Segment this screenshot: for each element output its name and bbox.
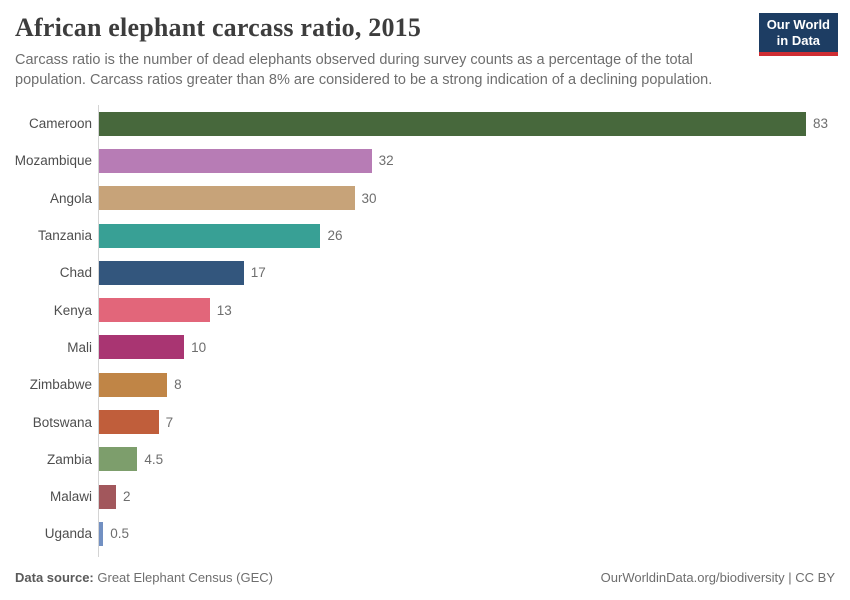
bar-row: Uganda 0.5: [0, 515, 850, 552]
owid-logo[interactable]: Our World in Data: [758, 13, 838, 56]
bar[interactable]: [99, 521, 104, 546]
category-label: Zimbabwe: [29, 377, 92, 393]
bar-row: Chad 17: [0, 254, 850, 291]
bar-row: Zimbabwe 8: [0, 366, 850, 403]
category-label: Cameroon: [28, 116, 92, 132]
y-axis-line: [98, 105, 99, 557]
bar-row: Botswana 7: [0, 403, 850, 440]
chart-footer: Data source: Great Elephant Census (GEC)…: [15, 570, 835, 585]
category-label: Mali: [67, 339, 92, 355]
data-source-note: Data source: Great Elephant Census (GEC): [15, 570, 273, 585]
value-label: 17: [250, 265, 266, 281]
value-label: 83: [813, 116, 829, 132]
bar[interactable]: [99, 410, 159, 435]
category-label: Mozambique: [14, 153, 92, 169]
chart-header: African elephant carcass ratio, 2015 Car…: [0, 0, 850, 91]
bar-row: Angola 30: [0, 180, 850, 217]
value-label: 13: [216, 302, 232, 318]
bar-row: Zambia 4.5: [0, 441, 850, 478]
bar-row: Malawi 2: [0, 478, 850, 515]
value-label: 2: [123, 489, 131, 505]
category-label: Botswana: [32, 414, 92, 430]
data-source-label: Data source:: [15, 570, 94, 585]
value-label: 32: [378, 153, 394, 169]
category-label: Chad: [59, 265, 92, 281]
value-label: 8: [174, 377, 182, 393]
bar[interactable]: [99, 111, 806, 136]
category-label: Angola: [49, 190, 92, 206]
bar[interactable]: [99, 186, 355, 211]
bar-row: Cameroon 83: [0, 105, 850, 142]
owid-logo-line2: in Data: [776, 33, 821, 48]
owid-logo-line1: Our World: [766, 17, 830, 32]
bar-row: Kenya 13: [0, 291, 850, 328]
chart-subtitle: Carcass ratio is the number of dead elep…: [15, 52, 713, 89]
bar[interactable]: [99, 148, 372, 173]
value-label: 7: [165, 414, 174, 430]
data-source-value: Great Elephant Census (GEC): [97, 570, 273, 585]
bar-row: Mali 10: [0, 329, 850, 366]
bar-row: Tanzania 26: [0, 217, 850, 254]
bar[interactable]: [99, 447, 138, 472]
value-label: 10: [191, 339, 207, 355]
bar[interactable]: [99, 298, 210, 323]
category-label: Zambia: [46, 451, 92, 467]
category-label: Tanzania: [37, 228, 92, 244]
bar[interactable]: [99, 372, 168, 397]
value-label: 4.5: [144, 451, 164, 467]
bar-chart: Cameroon 83 Mozambique 32 Angola 30 Tanzania 26…: [0, 105, 850, 557]
bar[interactable]: [99, 260, 244, 285]
value-label: 26: [327, 228, 343, 244]
category-label: Kenya: [53, 302, 92, 318]
value-label: 30: [361, 190, 377, 206]
value-label: 0.5: [110, 526, 130, 542]
bar[interactable]: [99, 223, 321, 248]
bar[interactable]: [99, 335, 185, 360]
owid-license-link[interactable]: OurWorldinData.org/biodiversity | CC BY: [600, 570, 835, 585]
bar-row: Mozambique 32: [0, 142, 850, 179]
bar[interactable]: [99, 484, 117, 509]
category-label: Uganda: [44, 526, 92, 542]
category-label: Malawi: [49, 489, 92, 505]
page-title: African elephant carcass ratio, 2015: [15, 13, 422, 42]
